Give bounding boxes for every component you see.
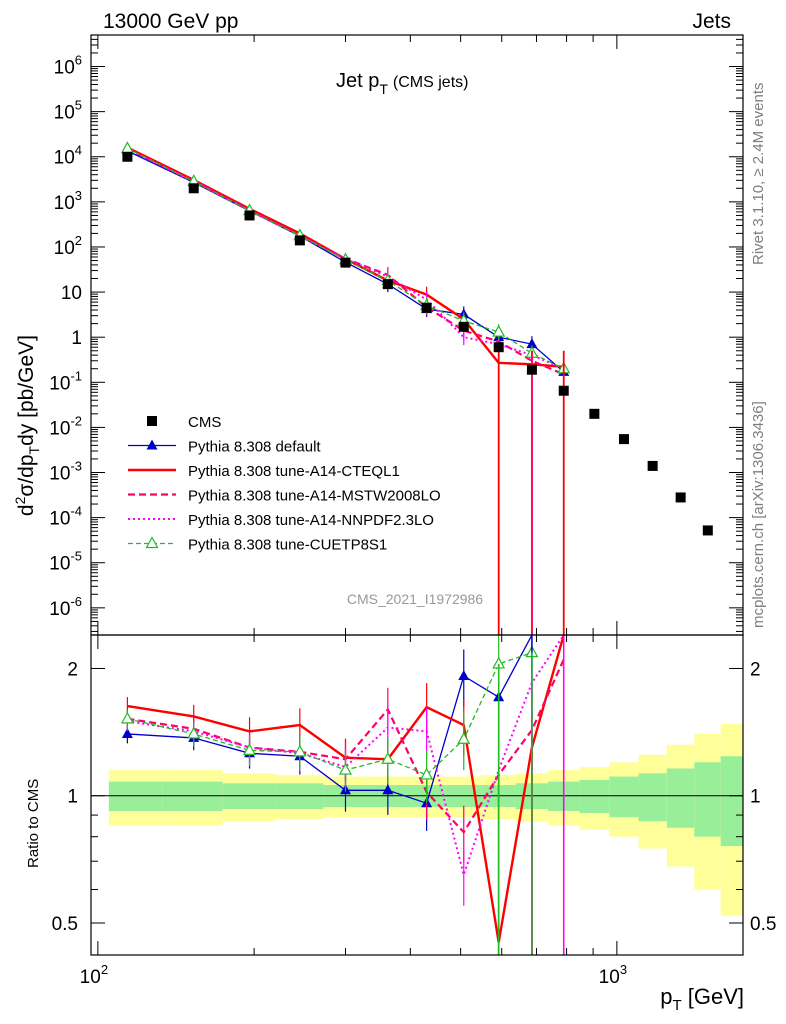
cms-data-point [458,321,469,332]
legend-label: Pythia 8.308 default [188,439,321,456]
cms-data-point [618,434,629,445]
ratio-tick-label-left: 1 [67,787,78,808]
legend-item-5: Pythia 8.308 tune-CUETP8S1 [128,536,387,554]
cms-data-point [558,385,569,396]
band-inner [108,781,163,812]
band-inner [609,776,639,818]
series-marker [492,324,506,337]
chart-title-main: Jet p [336,70,379,92]
chart-title: Jet pT (CMS jets) [336,70,468,97]
x-axis-label: pT [GeV] [660,984,744,1014]
band-inner [638,773,667,822]
chart-title-sub: T [379,81,388,97]
y-axis-label: d2σ/dpTdy [pb/GeV] [12,335,42,516]
y-tick-label: 10-1 [49,368,82,394]
y-tick-label: 1 [71,328,82,349]
band-inner [666,768,695,828]
y-tick-label: 10-2 [49,413,82,439]
ratio-marker [420,767,434,780]
cms-data-point [244,210,255,221]
ratio-marker [381,751,395,764]
rivet-label: Rivet 3.1.10, ≥ 2.4M events [750,83,767,266]
ratio-marker [457,732,471,744]
ratio-tick-label-right: 1 [750,787,761,808]
ratio-tick-label-left: 2 [67,659,78,680]
y-tick-label: 10-3 [49,459,82,485]
ratio-marker [120,711,134,724]
cms-data-point [647,460,658,471]
legend-item-3: Pythia 8.308 tune-A14-MSTW2008LO [128,488,441,505]
y-tick-label: 105 [54,98,82,124]
y-tick-label: 102 [54,233,82,259]
header-right: Jets [692,10,731,33]
cms-data-point [526,364,537,375]
legend-label: CMS [188,414,221,431]
cms-data-point [675,492,686,503]
y-tick-label: 103 [54,188,82,214]
cms-data-point [122,151,133,162]
legend-item-1: Pythia 8.308 default [128,439,321,456]
legend-label: Pythia 8.308 tune-A14-MSTW2008LO [188,488,441,505]
legend-marker [145,536,159,549]
mcplots-label: mcplots.cern.ch [arXiv:1306.3436] [750,401,767,628]
ratio-marker [382,784,394,795]
ratio-tick-label-right: 2 [750,659,761,680]
cms-data-point [294,235,305,246]
y-tick-label: 106 [54,53,82,79]
band-inner [720,756,743,847]
series-marker [526,338,538,349]
ratio-panel-frame [90,634,744,956]
ratio-tick-label-right: 0.5 [750,914,776,935]
cms-data-point [188,183,199,194]
ratio-marker [121,727,133,738]
legend-item-0: CMS [147,414,221,431]
legend-label: Pythia 8.308 tune-A14-CTEQL1 [188,463,400,480]
band-inner [694,762,721,837]
legend-label: Pythia 8.308 tune-CUETP8S1 [188,537,387,554]
ratio-marker [293,744,307,757]
y-tick-label: 10-6 [49,594,82,620]
cms-data-point [589,408,600,419]
y-tick-label: 104 [54,143,82,169]
legend-marker [147,416,157,426]
legend-item-4: Pythia 8.308 tune-A14-NNPDF2.3LO [128,512,434,529]
cms-data-point [382,279,393,290]
ratio-marker [187,726,201,739]
y-tick-label: 10-5 [49,549,82,575]
watermark: CMS_2021_I1972986 [347,591,483,607]
legend-label: Pythia 8.308 tune-A14-NNPDF2.3LO [188,512,434,529]
series-marker [120,141,134,154]
x-tick-label: 103 [599,962,627,988]
ratio-line-1 [127,634,533,805]
cms-data-point [421,302,432,313]
cms-data-point [493,342,504,353]
y-tick-label: 10 [61,283,82,304]
band-inner [579,779,610,814]
ratio-tick-label-left: 0.5 [52,914,78,935]
x-tick-label: 102 [80,962,108,988]
cms-data-point [702,525,713,536]
header-left: 13000 GeV pp [103,10,238,33]
y-tick-label: 10-4 [49,504,82,530]
legend-marker [146,439,158,450]
ratio-axis-label: Ratio to CMS [25,779,42,868]
ratio-line-5 [127,652,533,776]
ratio-marker [338,762,353,775]
chart-title-extra: (CMS jets) [393,74,469,91]
band-inner [162,781,223,812]
ratio-marker [243,743,257,756]
cms-data-point [340,257,351,268]
legend-item-2: Pythia 8.308 tune-A14-CTEQL1 [128,463,400,480]
ratio-marker [458,669,470,680]
